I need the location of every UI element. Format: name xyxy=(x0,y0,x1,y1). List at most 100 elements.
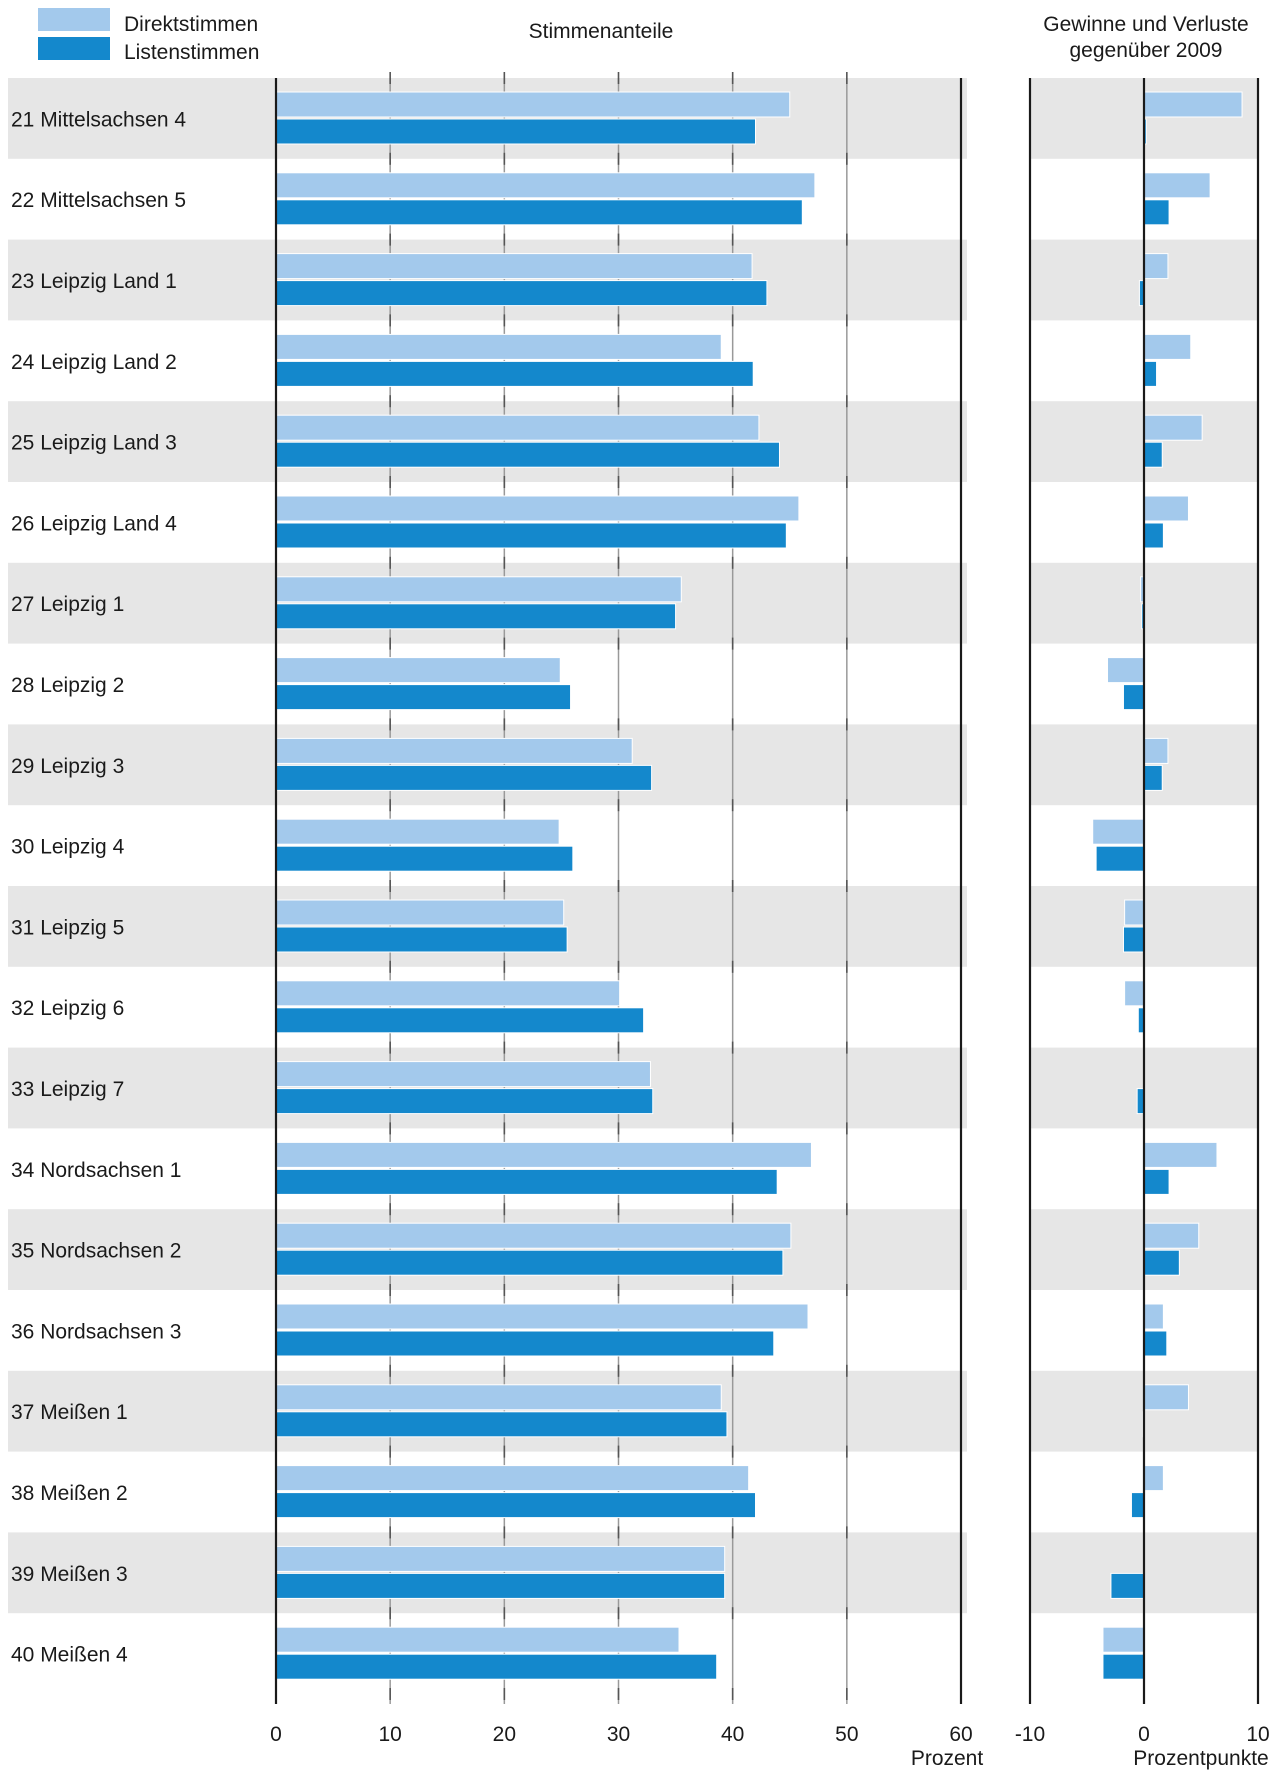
right-bar-direkt xyxy=(1143,1303,1164,1330)
right-bar-listen xyxy=(1143,199,1170,226)
left-tick-label: 30 xyxy=(607,1723,630,1746)
legend-swatch-direkt xyxy=(38,8,110,31)
right-bar-direkt xyxy=(1143,253,1169,280)
right-axis-label: Prozentpunkte xyxy=(1133,1747,1268,1770)
right-bar-direkt xyxy=(1124,980,1145,1007)
category-label: 33 Leipzig 7 xyxy=(11,1078,124,1101)
left-bar-listen xyxy=(275,764,653,791)
right-bar-listen xyxy=(1110,1572,1145,1599)
left-bar-direkt xyxy=(275,657,561,684)
right-bar-direkt xyxy=(1143,172,1211,199)
left-bar-direkt xyxy=(275,333,722,360)
left-tick-label: 10 xyxy=(378,1723,401,1746)
left-bar-direkt xyxy=(275,1384,722,1411)
left-bar-direkt xyxy=(275,1545,726,1572)
category-label: 30 Leipzig 4 xyxy=(11,836,125,859)
right-chart-title: Gewinne und Verluste gegenüber 2009 xyxy=(1043,13,1248,62)
left-bar-listen xyxy=(275,522,787,549)
left-bar-direkt xyxy=(275,253,753,280)
left-bar-listen xyxy=(275,1330,775,1357)
left-bar-listen xyxy=(275,1007,645,1034)
category-label: 36 Nordsachsen 3 xyxy=(11,1320,181,1343)
left-tick-label: 20 xyxy=(493,1723,516,1746)
right-bar-listen xyxy=(1143,1330,1168,1357)
right-bar-listen xyxy=(1143,764,1163,791)
left-bar-listen xyxy=(275,118,756,145)
row-bands xyxy=(8,78,1258,1614)
left-bar-direkt xyxy=(275,414,760,441)
right-bar-listen xyxy=(1122,926,1145,953)
row-band-left xyxy=(8,1532,967,1614)
left-tick-label: 40 xyxy=(721,1723,744,1746)
left-bar-listen xyxy=(275,845,574,872)
right-bar-direkt xyxy=(1143,1465,1164,1492)
left-tick-label: 60 xyxy=(949,1723,972,1746)
left-bar-listen xyxy=(275,926,568,953)
right-bar-listen xyxy=(1130,1492,1145,1519)
right-bar-listen xyxy=(1143,1249,1180,1276)
category-label: 34 Nordsachsen 1 xyxy=(11,1159,181,1182)
left-bar-listen xyxy=(275,1168,778,1195)
left-bar-direkt xyxy=(275,1303,809,1330)
right-bar-direkt xyxy=(1092,818,1145,845)
left-bar-listen xyxy=(275,603,677,630)
row-band-left xyxy=(8,562,967,644)
left-bar-direkt xyxy=(275,91,791,118)
category-label: 35 Nordsachsen 2 xyxy=(11,1240,181,1263)
row-band-left xyxy=(8,1209,967,1290)
legend: Direktstimmen Listenstimmen xyxy=(38,8,259,64)
category-label: 28 Leipzig 2 xyxy=(11,674,124,697)
category-label: 32 Leipzig 6 xyxy=(11,997,124,1020)
axes xyxy=(274,72,1260,1704)
left-bar-direkt xyxy=(275,1465,750,1492)
left-bar-direkt xyxy=(275,1626,680,1653)
left-bar-listen xyxy=(275,199,803,226)
right-bar-direkt xyxy=(1143,1384,1189,1411)
left-bar-listen xyxy=(275,1249,784,1276)
legend-label-listen: Listenstimmen xyxy=(124,41,259,64)
legend-label-direkt: Direktstimmen xyxy=(124,13,258,36)
left-axis-label: Prozent xyxy=(911,1747,984,1770)
row-band-left xyxy=(8,239,967,321)
right-bar-direkt xyxy=(1143,1222,1200,1249)
left-bar-direkt xyxy=(275,737,633,764)
left-bar-direkt xyxy=(275,576,682,603)
left-tick-label: 50 xyxy=(835,1723,858,1746)
category-label: 26 Leipzig Land 4 xyxy=(11,512,177,535)
category-label: 39 Meißen 3 xyxy=(11,1563,128,1586)
right-tick-label: -10 xyxy=(1015,1723,1045,1746)
left-chart-title: Stimmenanteile xyxy=(529,20,674,43)
row-band-left xyxy=(8,724,967,806)
left-bar-direkt xyxy=(275,818,560,845)
right-bar-direkt xyxy=(1143,414,1203,441)
bars xyxy=(275,91,1243,1680)
left-bar-listen xyxy=(275,1653,718,1680)
category-label: 37 Meißen 1 xyxy=(11,1401,128,1424)
row-band-left xyxy=(8,886,967,967)
left-bar-direkt xyxy=(275,980,621,1007)
category-label: 23 Leipzig Land 1 xyxy=(11,270,177,293)
right-bar-listen xyxy=(1143,522,1164,549)
right-bar-direkt xyxy=(1102,1626,1145,1653)
left-bar-direkt xyxy=(275,1222,792,1249)
category-label: 21 Mittelsachsen 4 xyxy=(11,108,186,131)
left-tick-label: 0 xyxy=(270,1723,282,1746)
left-bar-listen xyxy=(275,684,572,711)
left-bar-listen xyxy=(275,360,754,387)
category-label: 31 Leipzig 5 xyxy=(11,916,124,939)
right-bar-direkt xyxy=(1143,91,1243,118)
left-bar-listen xyxy=(275,280,768,307)
right-bar-direkt xyxy=(1143,333,1192,360)
category-label: 40 Meißen 4 xyxy=(11,1644,128,1667)
left-bar-listen xyxy=(275,1411,728,1438)
left-bar-direkt xyxy=(275,495,800,522)
left-bar-listen xyxy=(275,1088,654,1115)
right-bar-direkt xyxy=(1143,495,1189,522)
left-bar-direkt xyxy=(275,1141,812,1168)
left-bar-direkt xyxy=(275,899,565,926)
legend-swatch-listen xyxy=(38,37,110,60)
right-tick-label: 0 xyxy=(1138,1723,1150,1746)
labels: 0 10 20 30 40 50 60 -10 0 10 21 Mittelsachsen 4 22 … xyxy=(11,13,1270,1746)
right-bar-listen xyxy=(1143,1168,1170,1195)
